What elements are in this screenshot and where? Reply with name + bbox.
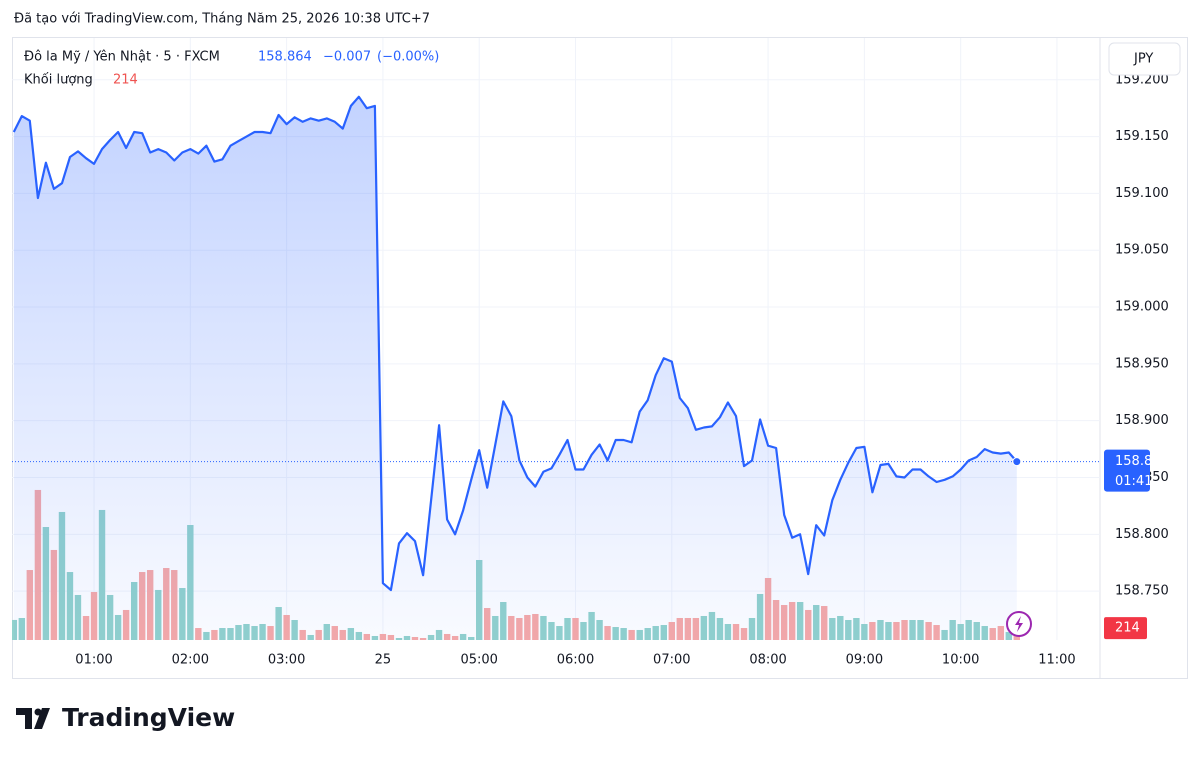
y-tick-label: 159.150 — [1115, 129, 1169, 144]
footer-logo: TradingView — [16, 703, 235, 732]
x-tick-label: 25 — [375, 653, 392, 668]
y-tick-label: 159.100 — [1115, 186, 1169, 201]
chart-frame — [12, 37, 1188, 679]
currency-label[interactable]: JPY — [1133, 52, 1153, 67]
price-badge-label: 158.864 — [1115, 454, 1169, 469]
price-change: −0.007 — [323, 50, 371, 65]
x-tick-label: 08:00 — [749, 653, 786, 668]
x-tick-label: 01:00 — [75, 653, 112, 668]
y-tick-label: 158.800 — [1115, 527, 1169, 542]
x-tick-label: 10:00 — [942, 653, 979, 668]
volume-badge — [1104, 617, 1147, 640]
price-change-percent: (−0.00%) — [377, 50, 439, 65]
y-tick-label: 159.050 — [1115, 243, 1169, 258]
x-tick-label: 02:00 — [172, 653, 209, 668]
x-tick-label: 03:00 — [268, 653, 305, 668]
y-tick-label: 159.200 — [1115, 72, 1169, 87]
x-tick-label: 07:00 — [653, 653, 690, 668]
y-tick-label: 159.000 — [1115, 300, 1169, 315]
price-badge — [1104, 449, 1150, 492]
y-tick-label: 158.900 — [1115, 413, 1169, 428]
logo-text: TradingView — [62, 703, 235, 732]
volume-last: 214 — [113, 73, 138, 88]
countdown-label: 01:41 — [1115, 474, 1152, 489]
volume-badge-label: 214 — [1115, 621, 1140, 636]
x-tick-label: 09:00 — [846, 653, 883, 668]
logo-mark — [16, 708, 50, 729]
price-area — [13, 96, 1017, 640]
volume-name: Khối lượng — [24, 73, 93, 88]
x-tick-label: 11:00 — [1038, 653, 1075, 668]
last-price: 158.864 — [258, 50, 312, 65]
last-point — [1012, 457, 1022, 467]
series-name: Đô la Mỹ / Yên Nhật · 5 · FXCM — [24, 50, 220, 65]
lightning-glyph — [1015, 616, 1023, 632]
logo-dot — [34, 708, 42, 716]
y-tick-label: 158.950 — [1115, 356, 1169, 371]
y-tick-label: 158.750 — [1115, 584, 1169, 599]
x-tick-label: 06:00 — [557, 653, 594, 668]
x-tick-label: 05:00 — [460, 653, 497, 668]
caption: Đã tạo với TradingView.com, Tháng Năm 25… — [14, 12, 430, 27]
price-line — [12, 95, 1018, 592]
currency-button[interactable] — [1108, 42, 1181, 76]
